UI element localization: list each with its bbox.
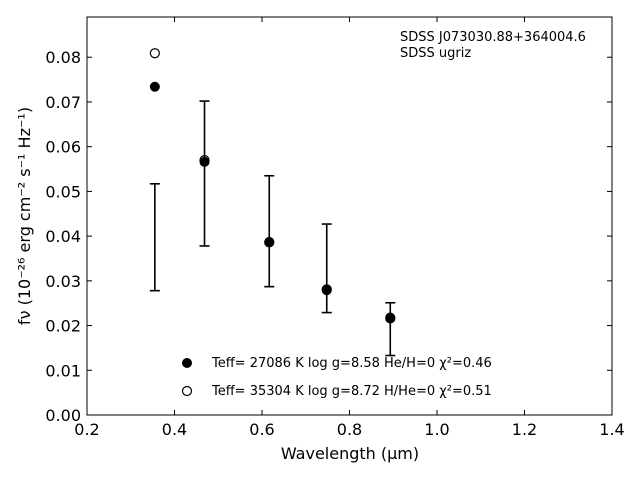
marker-filled [321,285,332,296]
y-tick-label: 0.03 [45,272,81,291]
annotation-line-2: SDSS ugriz [400,46,471,61]
x-tick-label: 1.0 [424,420,449,439]
y-tick-label: 0.02 [45,317,81,336]
legend-entry-2: Teff= 35304 K log g=8.72 H/He=0 χ²=0.51 [211,384,492,399]
x-axis-label: Wavelength (μm) [281,444,419,463]
marker-filled [264,236,275,247]
x-tick-label: 0.8 [337,420,362,439]
marker-filled [385,312,396,323]
legend-marker-filled [182,358,192,368]
marker-filled [149,81,160,92]
legend-entry-1: Teff= 27086 K log g=8.58 He/H=0 χ²=0.46 [211,356,492,371]
x-tick-label: 1.4 [599,420,624,439]
y-tick-label: 0.00 [45,406,81,425]
x-axis-ticks: 0.2 0.4 0.6 0.8 1.0 1.2 1.4 [74,17,625,439]
legend-marker-open [181,385,193,397]
y-tick-label: 0.04 [45,227,81,246]
chart-annotation: SDSS J073030.88+364004.6 SDSS ugriz [400,30,586,61]
legend: Teff= 27086 K log g=8.58 He/H=0 χ²=0.46 … [181,356,492,399]
marker-filled [199,156,210,167]
x-tick-label: 0.4 [162,420,187,439]
error-bars [149,100,396,357]
data-markers [149,48,396,324]
y-tick-label: 0.06 [45,138,81,157]
y-tick-label: 0.07 [45,93,81,112]
y-tick-label: 0.08 [45,48,81,67]
y-tick-label: 0.05 [45,182,81,201]
marker-open [149,48,160,59]
y-axis-ticks: 0.00 0.01 0.02 0.03 0.04 0.05 0.06 0.07 0.08 [45,48,612,425]
x-tick-label: 1.2 [512,420,537,439]
annotation-line-1: SDSS J073030.88+364004.6 [400,30,586,45]
x-tick-label: 0.2 [74,420,99,439]
x-tick-label: 0.6 [249,420,274,439]
y-axis-label: fν (10⁻²⁶ erg cm⁻² s⁻¹ Hz⁻¹) [15,107,34,325]
y-tick-label: 0.01 [45,361,81,380]
